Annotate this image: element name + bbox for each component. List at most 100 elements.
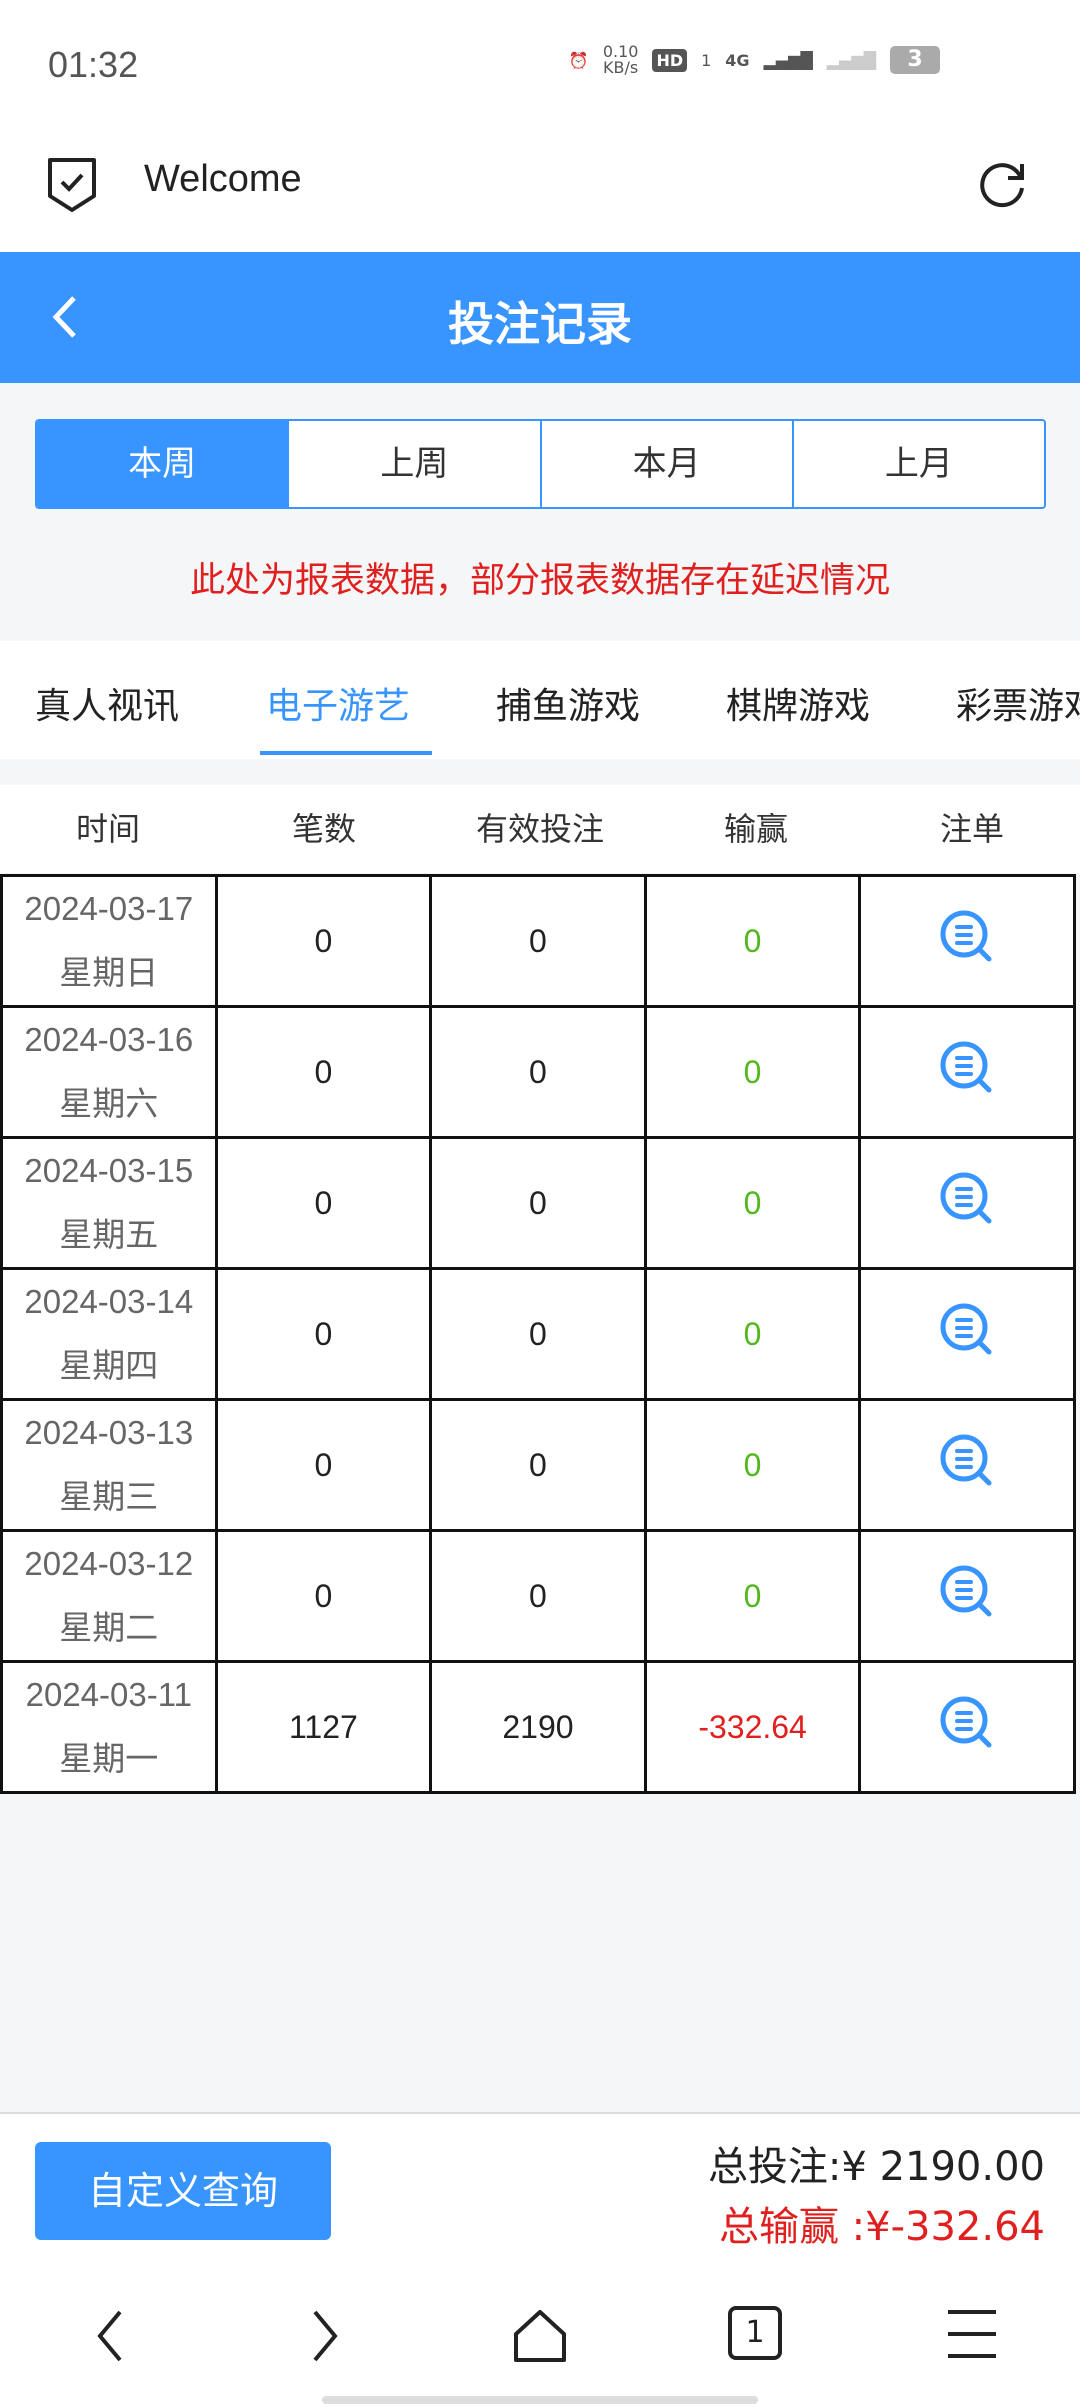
- search-list-icon[interactable]: [937, 1041, 997, 1105]
- home-indicator[interactable]: [322, 2396, 758, 2404]
- records-table: 2024-03-17 星期日 0 0 0 2024-03-16 星期六 0 0 0 …: [0, 874, 1076, 1794]
- custom-query-button[interactable]: 自定义查询: [35, 2142, 331, 2240]
- header-title: 投注记录: [448, 297, 632, 351]
- sim-number: 1: [701, 50, 712, 70]
- count-cell: 0: [214, 1398, 433, 1532]
- date-cell: 2024-03-17 星期日: [0, 874, 218, 1008]
- period-selector: 本周 上周 本月 上月: [35, 419, 1046, 509]
- detail-cell: [858, 1529, 1076, 1663]
- date: 2024-03-15: [24, 1152, 194, 1189]
- home-icon[interactable]: [510, 2306, 570, 2370]
- winloss-cell: 0: [643, 1529, 862, 1663]
- search-list-icon[interactable]: [937, 1434, 997, 1498]
- nav-header: 投注记录: [0, 252, 1080, 383]
- valid-bet-cell: 2190: [429, 1660, 647, 1794]
- tab-slots[interactable]: 电子游艺: [266, 686, 411, 727]
- date: 2024-03-17: [24, 890, 194, 927]
- page-title: Welcome: [144, 158, 302, 200]
- valid-bet-cell: 0: [429, 1267, 647, 1401]
- status-time: 01:32: [48, 44, 139, 85]
- date-cell: 2024-03-16 星期六: [0, 1005, 218, 1139]
- detail-cell: [858, 1267, 1076, 1401]
- table-row: 2024-03-12 星期二 0 0 0: [0, 1529, 1076, 1663]
- forward-nav-icon[interactable]: [305, 2306, 345, 2370]
- date-cell: 2024-03-11 星期一: [0, 1660, 218, 1794]
- tab-live[interactable]: 真人视讯: [35, 686, 180, 727]
- date: 2024-03-14: [24, 1283, 194, 1320]
- alarm-icon: ⏰: [568, 50, 589, 70]
- period-this-month[interactable]: 本月: [539, 421, 792, 507]
- detail-cell: [858, 1005, 1076, 1139]
- search-list-icon[interactable]: [937, 1696, 997, 1760]
- date-cell: 2024-03-13 星期三: [0, 1398, 218, 1532]
- weekday: 星期二: [59, 1609, 159, 1646]
- count-cell: 0: [214, 1267, 433, 1401]
- game-tabs: 真人视讯 电子游艺 捕鱼游戏 棋牌游戏 彩票游戏: [0, 641, 1080, 759]
- weekday: 星期日: [59, 954, 159, 991]
- period-last-week[interactable]: 上周: [287, 421, 539, 507]
- tab-lottery[interactable]: 彩票游戏: [956, 686, 1080, 727]
- date-cell: 2024-03-14 星期四: [0, 1267, 218, 1401]
- total-winloss: 总输赢 :¥-332.64: [718, 2204, 1045, 2250]
- refresh-icon[interactable]: [974, 156, 1030, 216]
- signal-icon-2: ▂▄▆█: [826, 50, 876, 70]
- tab-card[interactable]: 棋牌游戏: [726, 686, 871, 727]
- winloss-cell: 0: [643, 874, 862, 1008]
- winloss-cell: 0: [643, 1398, 862, 1532]
- table-row: 2024-03-17 星期日 0 0 0: [0, 874, 1076, 1008]
- menu-icon[interactable]: [946, 2306, 998, 2366]
- col-time: 时间: [75, 810, 140, 848]
- search-list-icon[interactable]: [937, 1565, 997, 1629]
- footer: 自定义查询 总投注:¥ 2190.00 总输赢 :¥-332.64: [0, 2112, 1080, 2272]
- back-icon[interactable]: [50, 292, 80, 346]
- date: 2024-03-16: [24, 1021, 194, 1058]
- col-valid-bet: 有效投注: [475, 810, 604, 848]
- detail-cell: [858, 874, 1076, 1008]
- date: 2024-03-11: [25, 1676, 192, 1713]
- active-tab-indicator: [260, 751, 432, 755]
- count-cell: 0: [214, 1529, 433, 1663]
- table-row: 2024-03-15 星期五 0 0 0: [0, 1136, 1076, 1270]
- signal-icon: ▂▄▆█: [763, 50, 813, 70]
- period-this-week[interactable]: 本周: [37, 421, 288, 507]
- col-count: 笔数: [291, 810, 356, 848]
- search-list-icon[interactable]: [937, 910, 997, 974]
- back-nav-icon[interactable]: [90, 2306, 130, 2370]
- weekday: 星期四: [59, 1347, 159, 1384]
- date-cell: 2024-03-15 星期五: [0, 1136, 218, 1270]
- table-row: 2024-03-16 星期六 0 0 0: [0, 1005, 1076, 1139]
- table-row: 2024-03-13 星期三 0 0 0: [0, 1398, 1076, 1532]
- browser-topbar: Welcome: [0, 120, 1080, 252]
- weekday: 星期三: [59, 1478, 159, 1515]
- winloss-cell: -332.64: [643, 1660, 862, 1794]
- shield-check-icon[interactable]: [46, 156, 98, 216]
- table-row: 2024-03-11 星期一 1127 2190 -332.64: [0, 1660, 1076, 1794]
- detail-cell: [858, 1398, 1076, 1532]
- detail-cell: [858, 1136, 1076, 1270]
- weekday: 星期五: [59, 1216, 159, 1253]
- period-last-month[interactable]: 上月: [791, 421, 1044, 507]
- valid-bet-cell: 0: [429, 1136, 647, 1270]
- date: 2024-03-12: [24, 1545, 194, 1582]
- date: 2024-03-13: [24, 1414, 194, 1451]
- winloss-cell: 0: [643, 1267, 862, 1401]
- net-speed: 0.10 KB/s: [603, 44, 639, 76]
- total-bet: 总投注:¥ 2190.00: [707, 2144, 1045, 2190]
- search-list-icon[interactable]: [937, 1172, 997, 1236]
- count-cell: 0: [214, 874, 433, 1008]
- status-bar: 01:32 ⏰ 0.10 KB/s HD 1 4G ▂▄▆█ ▂▄▆█ 3: [0, 0, 1080, 120]
- search-list-icon[interactable]: [937, 1303, 997, 1367]
- count-cell: 1127: [214, 1660, 433, 1794]
- tabs-count-icon[interactable]: 1: [728, 2306, 782, 2360]
- col-winloss: 输赢: [723, 810, 788, 848]
- status-icons: ⏰ 0.10 KB/s HD 1 4G ▂▄▆█ ▂▄▆█ 3: [569, 44, 940, 76]
- count-cell: 0: [214, 1136, 433, 1270]
- tab-fishing[interactable]: 捕鱼游戏: [496, 686, 641, 727]
- winloss-cell: 0: [643, 1005, 862, 1139]
- valid-bet-cell: 0: [429, 1529, 647, 1663]
- weekday: 星期六: [59, 1085, 159, 1122]
- count-cell: 0: [214, 1005, 433, 1139]
- valid-bet-cell: 0: [429, 1398, 647, 1532]
- winloss-cell: 0: [643, 1136, 862, 1270]
- date-cell: 2024-03-12 星期二: [0, 1529, 218, 1663]
